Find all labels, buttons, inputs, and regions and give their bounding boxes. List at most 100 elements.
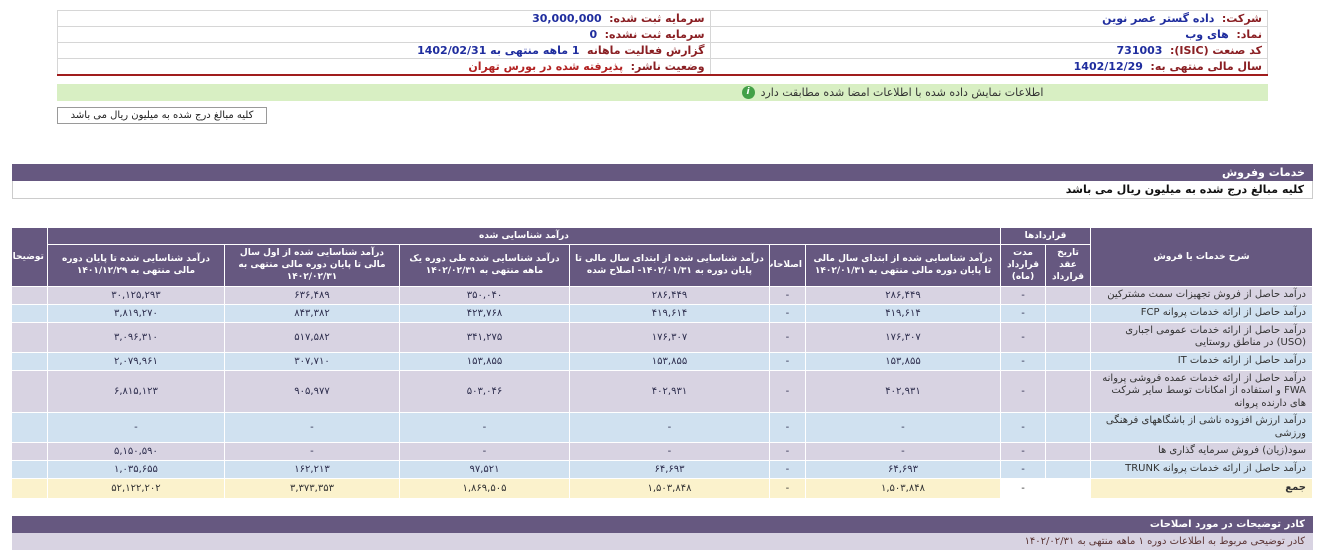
registered-capital-value: 30,000,000 — [532, 12, 602, 25]
duration-cell: - — [999, 442, 1047, 462]
service-desc-cell: درآمد حاصل از ارائه خدمات IT — [1090, 351, 1313, 371]
unregistered-capital-value: 0 — [589, 28, 598, 41]
adjustments-cell: - — [768, 321, 806, 353]
report-period-value: 1 ماهه منتهی به 1402/02/31 — [417, 44, 580, 57]
isic-value: 731003 — [1116, 44, 1163, 57]
total-duration-cell: - — [999, 478, 1047, 500]
rev-first-period-cell: - — [804, 412, 1001, 444]
header-rev-cumulative: درآمد شناسایی شده از اول سال مالی تا پای… — [223, 244, 400, 287]
report-period-label: گزارش فعالیت ماهانه — [587, 44, 705, 57]
header-rev-month: درآمد شناسایی شده طی دوره یک ماهه منتهی … — [398, 244, 570, 287]
notes-cell — [10, 369, 48, 414]
page-root: شرکت: داده گستر عصر نوین سرمایه ثبت شده:… — [0, 10, 1325, 550]
rev-prev-year-cell: ۳,۰۹۶,۳۱۰ — [46, 321, 225, 353]
service-row: سود(زیان) فروش سرمایه گذاری ها - - - - -… — [10, 442, 1313, 462]
registered-capital-label: سرمایه ثبت شده: — [609, 12, 705, 25]
adjustments-cell: - — [768, 412, 806, 444]
header-contract-duration: مدت قرارداد (ماه) — [999, 244, 1047, 287]
adjustments-cell: - — [768, 369, 806, 414]
signature-match-text: اطلاعات نمایش داده شده با اطلاعات امضا ش… — [760, 86, 1044, 99]
adjustments-cell: - — [768, 351, 806, 371]
symbol-value: های وب — [1185, 28, 1229, 41]
notes-cell — [10, 321, 48, 353]
service-row: درآمد حاصل از ارائه خدمات عمومی اجباری (… — [10, 321, 1313, 353]
info-icon: i — [741, 86, 755, 99]
adjustments-cell: - — [768, 460, 806, 480]
rev-cumulative-cell: - — [223, 442, 400, 462]
rev-month-cell: ۹۷,۵۲۱ — [398, 460, 570, 480]
footnotes-section: کادر توضیحات در مورد اصلاحات کادر توضیحی… — [12, 516, 1313, 550]
rev-month-cell: ۳۴۱,۲۷۵ — [398, 321, 570, 353]
duration-cell: - — [999, 285, 1047, 305]
contract-date-cell — [1045, 321, 1091, 353]
symbol-label: نماد: — [1236, 28, 1262, 41]
contract-date-cell — [1045, 369, 1091, 414]
rev-adjusted-cell: ۱۵۳,۸۵۵ — [568, 351, 770, 371]
info-row: سال مالی منتهی به: 1402/12/29 وضعیت ناشر… — [57, 58, 1269, 76]
notes-cell — [10, 351, 48, 371]
rev-adjusted-cell: - — [568, 412, 770, 444]
fiscal-year-end-label: سال مالی منتهی به: — [1150, 60, 1262, 73]
isic-label: کد صنعت (ISIC): — [1169, 44, 1262, 57]
rev-first-period-cell: ۱۵۳,۸۵۵ — [804, 351, 1001, 371]
notes-cell — [10, 285, 48, 305]
rev-adjusted-cell: ۴۱۹,۶۱۴ — [568, 303, 770, 323]
service-desc-cell: درآمد حاصل از ارائه خدمات عمومی اجباری (… — [1090, 321, 1313, 353]
rev-month-cell: ۴۲۳,۷۶۸ — [398, 303, 570, 323]
rev-cumulative-cell: ۸۴۳,۳۸۲ — [223, 303, 400, 323]
contract-date-cell — [1045, 351, 1091, 371]
adjustments-cell: - — [768, 285, 806, 305]
rev-first-period-cell: - — [804, 442, 1001, 462]
header-revenue-group: درآمد شناسایی شده — [46, 226, 1001, 246]
rev-adjusted-cell: ۲۸۶,۴۴۹ — [568, 285, 770, 305]
rev-month-cell: - — [398, 442, 570, 462]
rev-cumulative-cell: - — [223, 412, 400, 444]
rev-adjusted-cell: ۴۰۲,۹۳۱ — [568, 369, 770, 414]
service-desc-cell: سود(زیان) فروش سرمایه گذاری ها — [1090, 442, 1313, 462]
contract-date-cell — [1045, 442, 1091, 462]
service-row: درآمد حاصل از ارائه خدمات پروانه FCP - ۴… — [10, 303, 1313, 323]
service-desc-cell: درآمد حاصل از ارائه خدمات پروانه FCP — [1090, 303, 1313, 323]
footnote-monthly: کادر توضیحی مربوط به اطلاعات دوره ۱ ماهه… — [12, 533, 1313, 550]
header-desc: شرح خدمات یا فروش — [1090, 227, 1313, 287]
rev-month-cell: ۱۵۳,۸۵۵ — [398, 351, 570, 371]
contract-date-cell — [1045, 285, 1091, 305]
duration-cell: - — [999, 351, 1047, 371]
services-section-note: کلیه مبالغ درج شده به میلیون ریال می باش… — [12, 181, 1313, 199]
rev-prev-year-cell: ۱,۰۳۵,۶۵۵ — [46, 460, 225, 480]
unregistered-capital-label: سرمایه ثبت نشده: — [604, 28, 705, 41]
contract-date-cell — [1045, 460, 1091, 480]
rev-adjusted-cell: - — [568, 442, 770, 462]
total-row: جمع - ۱,۵۰۳,۸۴۸ - ۱,۵۰۳,۸۴۸ ۱,۸۶۹,۵۰۵ ۳,… — [10, 478, 1313, 500]
adjustments-cell: - — [768, 303, 806, 323]
services-table: شرح خدمات یا فروش قراردادها درآمد شناسای… — [10, 226, 1313, 500]
total-rev-adjusted-cell: ۱,۵۰۳,۸۴۸ — [568, 478, 770, 500]
rev-prev-year-cell: ۶,۸۱۵,۱۲۳ — [46, 369, 225, 414]
fiscal-year-end-value: 1402/12/29 — [1073, 60, 1143, 73]
duration-cell: - — [999, 412, 1047, 444]
service-desc-cell: درآمد حاصل از فروش تجهیزات سمت مشترکین — [1090, 285, 1313, 305]
services-section: خدمات وفروش کلیه مبالغ درج شده به میلیون… — [12, 164, 1313, 199]
company-label: شرکت: — [1221, 12, 1262, 25]
notes-cell — [10, 412, 48, 444]
adjustments-cell: - — [768, 442, 806, 462]
company-value: داده گستر عصر نوین — [1102, 12, 1215, 25]
rev-first-period-cell: ۴۰۲,۹۳۱ — [804, 369, 1001, 414]
rev-first-period-cell: ۴۱۹,۶۱۴ — [804, 303, 1001, 323]
notes-cell — [10, 460, 48, 480]
rev-month-cell: - — [398, 412, 570, 444]
rev-cumulative-cell: ۵۱۷,۵۸۲ — [223, 321, 400, 353]
rev-prev-year-cell: ۳۰,۱۲۵,۲۹۳ — [46, 285, 225, 305]
issuer-status-label: وضعیت ناشر: — [630, 60, 705, 73]
rev-cumulative-cell: ۶۳۶,۴۸۹ — [223, 285, 400, 305]
service-row: درآمد حاصل از ارائه خدمات عمده فروشی پرو… — [10, 369, 1313, 414]
service-row: درآمد ارزش افزوده ناشی از باشگاههای فرهن… — [10, 412, 1313, 444]
duration-cell: - — [999, 321, 1047, 353]
header-rev-prev-year: درآمد شناسایی شده تا پایان دوره مالی منت… — [46, 244, 225, 287]
rev-first-period-cell: ۲۸۶,۴۴۹ — [804, 285, 1001, 305]
rev-month-cell: ۳۵۰,۰۴۰ — [398, 285, 570, 305]
million-rial-note-button[interactable]: کلیه مبالغ درج شده به میلیون ریال می باش… — [57, 107, 267, 124]
total-rev-prev-year-cell: ۵۲,۱۲۲,۲۰۲ — [46, 478, 225, 500]
footnote-adjustments-header: کادر توضیحات در مورد اصلاحات — [12, 516, 1313, 534]
service-desc-cell: درآمد حاصل از ارائه خدمات پروانه TRUNK — [1090, 460, 1313, 480]
